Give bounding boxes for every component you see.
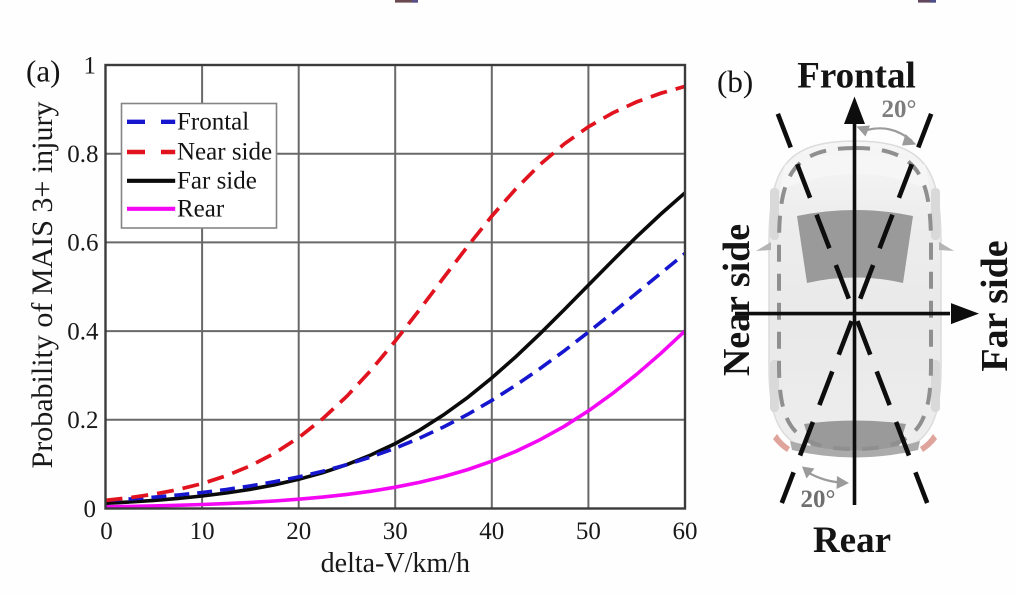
svg-text:0: 0 [100, 518, 113, 545]
svg-text:Probability of MAIS 3+ injury: Probability of MAIS 3+ injury [26, 102, 59, 469]
svg-text:Far side: Far side [974, 240, 1015, 371]
svg-text:(a): (a) [26, 54, 60, 89]
svg-text:30: 30 [383, 518, 408, 545]
svg-text:Frontal: Frontal [797, 56, 916, 97]
svg-text:50: 50 [576, 518, 601, 545]
svg-text:10: 10 [190, 518, 215, 545]
svg-text:Rear: Rear [813, 520, 891, 561]
svg-text:delta-V/km/h: delta-V/km/h [321, 548, 470, 579]
svg-text:0.4: 0.4 [67, 318, 99, 345]
svg-text:(b): (b) [717, 64, 753, 99]
svg-text:40: 40 [479, 518, 504, 545]
svg-text:0.2: 0.2 [67, 407, 98, 434]
svg-text:Near side: Near side [177, 139, 272, 166]
svg-text:0.8: 0.8 [67, 141, 98, 168]
svg-text:60: 60 [673, 518, 698, 545]
svg-text:0: 0 [84, 496, 97, 523]
svg-text:0.6: 0.6 [67, 230, 98, 257]
svg-text:20°: 20° [801, 486, 836, 513]
svg-text:1: 1 [84, 53, 97, 80]
svg-text:Far side: Far side [177, 167, 257, 194]
svg-text:20: 20 [286, 518, 311, 545]
svg-text:Rear: Rear [177, 195, 225, 222]
svg-text:Near side: Near side [716, 224, 758, 376]
svg-text:Frontal: Frontal [177, 109, 249, 136]
svg-text:20°: 20° [882, 96, 917, 123]
